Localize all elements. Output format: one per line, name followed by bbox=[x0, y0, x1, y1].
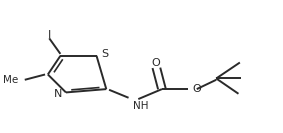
Text: I: I bbox=[48, 30, 51, 40]
Text: N: N bbox=[54, 89, 62, 99]
Text: O: O bbox=[192, 84, 201, 94]
Text: Me: Me bbox=[3, 75, 18, 86]
Text: O: O bbox=[151, 58, 160, 68]
Text: NH: NH bbox=[133, 101, 148, 111]
Text: S: S bbox=[101, 49, 108, 59]
